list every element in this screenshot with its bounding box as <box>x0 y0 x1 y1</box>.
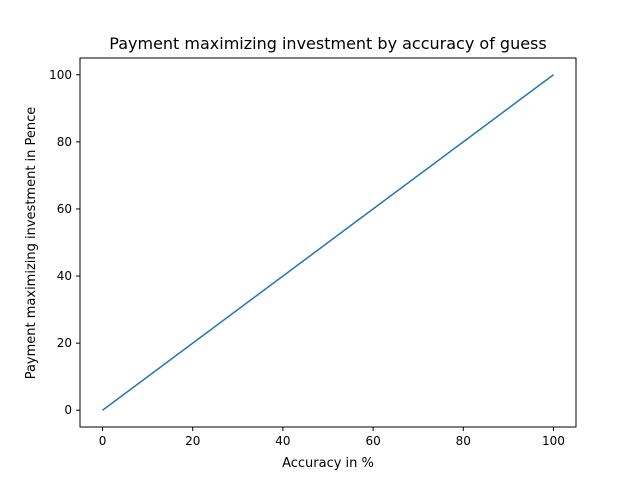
y-axis-label: Payment maximizing investment in Pence <box>24 107 39 380</box>
x-axis-label: Accuracy in % <box>282 456 374 471</box>
y-tick-label: 80 <box>57 135 72 149</box>
x-tick-label: 20 <box>185 434 200 448</box>
x-tick-label: 60 <box>365 434 380 448</box>
series-line-0 <box>102 74 554 411</box>
chart-title: Payment maximizing investment by accurac… <box>109 34 546 53</box>
plot-frame <box>79 57 577 428</box>
plot-area: 0 20 40 60 80 100 0 20 40 60 80 100 <box>49 57 577 448</box>
y-tick-label: 20 <box>57 336 72 350</box>
y-tick-label: 40 <box>57 269 72 283</box>
x-tick-label: 100 <box>542 434 565 448</box>
x-tick-label: 80 <box>456 434 471 448</box>
x-tick-label: 0 <box>99 434 107 448</box>
y-tick-label: 0 <box>64 403 72 417</box>
x-tick-label: 40 <box>275 434 290 448</box>
y-tick-label: 100 <box>49 68 72 82</box>
y-tick-label: 60 <box>57 202 72 216</box>
